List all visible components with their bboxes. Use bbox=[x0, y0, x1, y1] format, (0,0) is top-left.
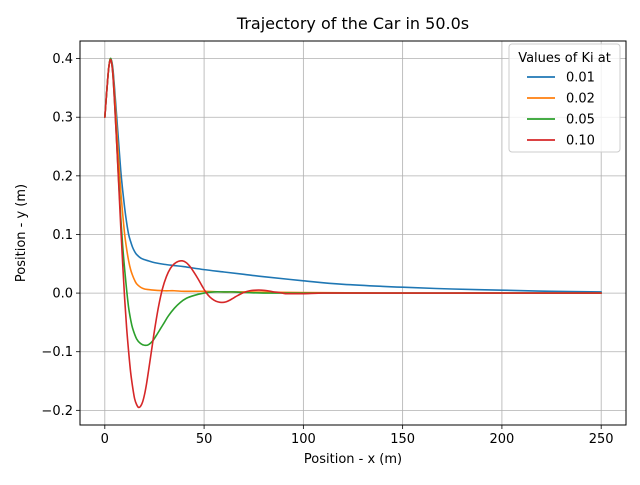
x-tick-label: 50 bbox=[196, 432, 213, 447]
x-axis-label: Position - x (m) bbox=[304, 452, 402, 467]
x-tick-label: 100 bbox=[291, 432, 316, 447]
y-tick-label: 0.2 bbox=[52, 169, 73, 184]
y-axis-ticks: −0.2 −0.1 0.0 0.1 0.2 0.3 0.4 bbox=[41, 52, 80, 419]
legend-label-2: 0.05 bbox=[566, 113, 595, 128]
x-tick-label: 0 bbox=[101, 432, 109, 447]
legend-label-1: 0.02 bbox=[566, 92, 595, 107]
plot-area-frame bbox=[79, 40, 627, 426]
grid bbox=[80, 41, 626, 425]
x-tick-label: 250 bbox=[589, 432, 614, 447]
y-tick-label: −0.1 bbox=[41, 345, 73, 360]
legend-title: Values of Ki at bbox=[518, 51, 611, 66]
y-tick-label: 0.0 bbox=[52, 287, 73, 302]
plot-lines bbox=[104, 57, 602, 409]
y-tick-label: 0.1 bbox=[52, 228, 73, 243]
x-axis-ticks: 0 50 100 150 200 250 bbox=[101, 425, 614, 447]
y-tick-label: 0.3 bbox=[52, 111, 73, 126]
y-tick-label: −0.2 bbox=[41, 404, 73, 419]
y-tick-label: 0.4 bbox=[52, 52, 73, 67]
y-axis-label: Position - y (m) bbox=[14, 184, 29, 282]
legend-label-0: 0.01 bbox=[566, 71, 595, 86]
x-tick-label: 200 bbox=[489, 432, 514, 447]
legend: Values of Ki at 0.01 0.02 0.05 0.10 bbox=[508, 43, 621, 153]
x-tick-label: 150 bbox=[390, 432, 415, 447]
chart-title: Trajectory of the Car in 50.0s bbox=[236, 14, 469, 33]
legend-entries: 0.01 0.02 0.05 0.10 bbox=[527, 71, 595, 149]
legend-label-3: 0.10 bbox=[566, 134, 595, 149]
series-line-3 bbox=[104, 58, 602, 409]
legend-box bbox=[508, 43, 621, 153]
